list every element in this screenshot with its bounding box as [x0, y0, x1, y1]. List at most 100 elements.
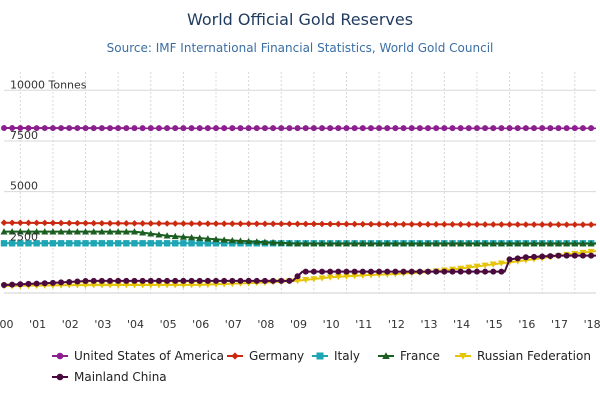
data-point	[441, 268, 448, 275]
data-point	[188, 240, 195, 247]
data-point	[579, 221, 587, 228]
data-point	[319, 268, 326, 275]
data-point	[425, 125, 432, 132]
data-point	[400, 240, 408, 247]
data-point	[253, 277, 260, 284]
data-point	[588, 252, 595, 259]
data-point	[490, 268, 497, 275]
data-point	[180, 240, 187, 247]
data-point	[319, 125, 326, 132]
data-point	[473, 263, 481, 270]
data-point	[147, 282, 155, 289]
data-point	[465, 125, 472, 132]
data-point	[563, 221, 570, 228]
data-point	[57, 228, 65, 235]
data-point	[351, 240, 359, 247]
data-point	[367, 220, 375, 228]
data-point	[482, 268, 489, 275]
x-tick-label: '00	[0, 318, 14, 331]
data-point	[326, 220, 334, 228]
data-point	[1, 281, 7, 288]
data-point	[522, 125, 529, 132]
data-point	[74, 240, 81, 247]
data-point	[465, 268, 472, 275]
data-point	[237, 125, 244, 132]
data-point	[74, 278, 81, 285]
data-point	[448, 240, 456, 247]
data-point	[318, 220, 326, 228]
data-point	[367, 240, 375, 247]
data-point	[270, 277, 277, 284]
data-point	[1, 125, 7, 132]
data-point	[555, 125, 562, 132]
data-point	[17, 125, 24, 132]
data-point	[220, 240, 228, 247]
data-point	[416, 268, 423, 275]
data-point	[172, 240, 179, 247]
data-point	[180, 220, 187, 227]
data-point	[41, 228, 49, 235]
data-point	[310, 276, 318, 283]
data-point	[74, 125, 81, 132]
data-point	[376, 268, 383, 275]
data-point	[335, 220, 342, 228]
data-point	[286, 125, 293, 132]
data-point	[457, 221, 464, 228]
data-point	[204, 235, 212, 242]
data-point	[49, 219, 57, 227]
data-point	[139, 277, 146, 284]
data-point	[359, 272, 367, 279]
data-point	[180, 277, 187, 284]
data-point	[49, 228, 57, 235]
data-point	[8, 228, 16, 235]
data-point	[441, 125, 448, 132]
data-point	[33, 240, 40, 247]
data-point	[82, 125, 89, 132]
series-mainland-china	[1, 252, 596, 288]
data-point	[123, 125, 130, 132]
data-point	[155, 240, 163, 247]
data-point	[498, 268, 505, 275]
data-point	[245, 125, 252, 132]
data-point	[588, 125, 595, 132]
x-tick-label: '08	[257, 318, 274, 331]
data-point	[269, 220, 277, 228]
data-point	[335, 268, 342, 275]
series-germany	[0, 219, 597, 228]
legend-item-italy: Italy	[312, 349, 360, 363]
data-point	[98, 282, 106, 289]
data-point	[25, 240, 32, 247]
data-point	[41, 125, 48, 132]
data-point	[253, 238, 261, 245]
data-point	[498, 125, 505, 132]
data-point	[82, 240, 89, 247]
data-point	[375, 240, 383, 247]
data-point	[82, 282, 90, 289]
x-tick-label: '10	[323, 318, 340, 331]
data-point	[294, 240, 302, 247]
data-point	[147, 230, 155, 237]
data-point	[164, 277, 171, 284]
data-point	[204, 277, 211, 284]
data-point	[8, 219, 16, 227]
data-point	[245, 277, 252, 284]
data-point	[343, 125, 350, 132]
data-point	[408, 220, 416, 228]
data-point	[359, 220, 367, 228]
data-point	[131, 240, 138, 247]
data-point	[237, 220, 244, 228]
data-point	[457, 240, 465, 247]
x-tick-label: '12	[388, 318, 405, 331]
data-point	[107, 277, 114, 284]
data-point	[106, 240, 114, 247]
data-point	[269, 239, 277, 246]
legend-marker	[56, 352, 64, 360]
data-point	[302, 125, 309, 132]
data-point	[33, 280, 40, 287]
data-point	[179, 233, 187, 240]
data-point	[90, 219, 97, 227]
legend-item-germany: Germany	[227, 349, 304, 363]
data-point	[114, 228, 122, 235]
data-point	[440, 240, 448, 247]
